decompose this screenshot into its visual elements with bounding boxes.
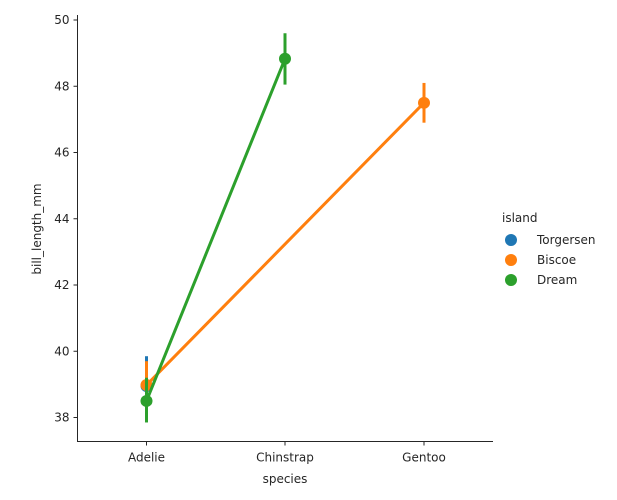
data-point xyxy=(140,394,153,407)
y-tick-label: 38 xyxy=(54,411,69,425)
x-ticks: Adelie Chinstrap Gentoo xyxy=(128,441,446,465)
legend-marker xyxy=(505,274,517,286)
legend-title: island xyxy=(502,211,538,225)
x-axis-label: species xyxy=(263,472,308,486)
y-tick-label: 44 xyxy=(54,212,69,226)
legend-marker xyxy=(505,234,517,246)
series-line xyxy=(145,101,426,387)
series-dream xyxy=(140,33,291,423)
legend-label: Dream xyxy=(537,273,577,287)
legend-label: Biscoe xyxy=(537,253,576,267)
x-tick-label: Adelie xyxy=(128,451,165,465)
legend: island Torgersen Biscoe Dream xyxy=(502,211,596,287)
y-tick-label: 48 xyxy=(54,79,69,93)
y-tick-label: 46 xyxy=(54,146,69,160)
y-ticks: 38 40 42 44 46 48 50 xyxy=(54,13,78,425)
legend-items: Torgersen Biscoe Dream xyxy=(505,233,596,287)
legend-marker xyxy=(505,254,517,266)
series-line xyxy=(145,58,287,402)
series-biscoe xyxy=(140,82,430,410)
y-tick-label: 42 xyxy=(54,278,69,292)
data-point xyxy=(418,96,430,109)
y-tick-label: 40 xyxy=(54,344,69,358)
plot-marks xyxy=(140,33,430,423)
legend-label: Torgersen xyxy=(536,233,596,247)
x-tick-label: Gentoo xyxy=(402,451,446,465)
y-axis-label: bill_length_mm xyxy=(30,183,44,274)
x-tick-label: Chinstrap xyxy=(256,451,314,465)
y-tick-label: 50 xyxy=(54,13,69,27)
data-point xyxy=(279,52,291,65)
